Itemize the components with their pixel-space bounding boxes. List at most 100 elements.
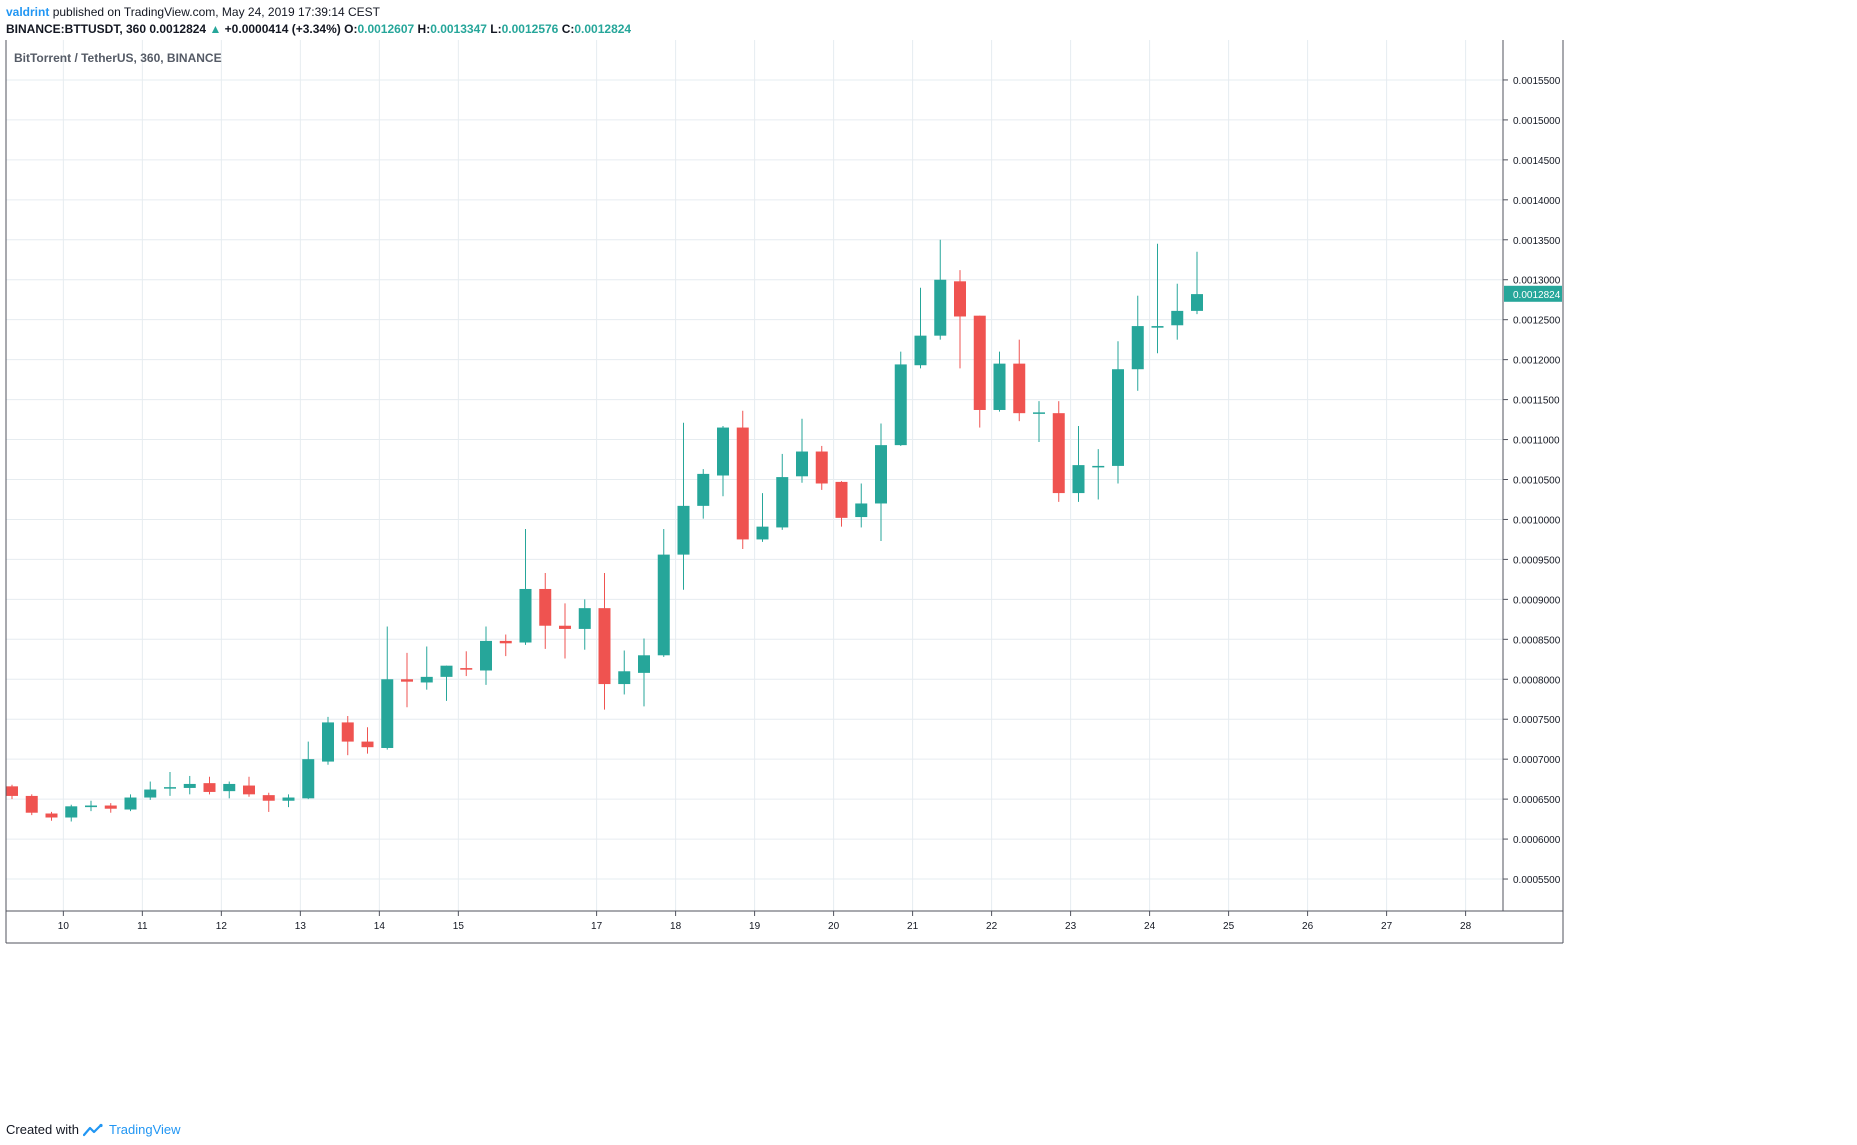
chart-title: BitTorrent / TetherUS, 360, BINANCE [14, 51, 222, 65]
candle-body [677, 505, 690, 555]
candle [6, 784, 18, 800]
candle [144, 781, 157, 800]
candle-body [183, 783, 196, 788]
candle-body [1033, 412, 1045, 414]
candle-body [45, 813, 58, 818]
candle [697, 469, 710, 519]
candle [914, 287, 927, 369]
candle-body [6, 786, 18, 796]
candle [815, 445, 828, 490]
x-tick-label: 20 [828, 921, 840, 932]
y-tick-label: 0.0012500 [1513, 316, 1561, 327]
candle [776, 453, 789, 530]
y-tick-label: 0.0008000 [1513, 675, 1561, 686]
candle-body [262, 795, 275, 801]
candle [1171, 283, 1184, 340]
y-tick-label: 0.0009000 [1513, 595, 1561, 606]
x-tick-label: 25 [1223, 921, 1235, 932]
candle [183, 775, 196, 795]
candle [341, 716, 354, 756]
candle [104, 803, 117, 813]
x-tick-label: 21 [907, 921, 919, 932]
candle-body [341, 722, 354, 742]
candle [736, 410, 749, 550]
grid-lines [6, 40, 1503, 911]
candle-body [559, 625, 571, 629]
candle-body [894, 364, 907, 446]
created-with-label: Created with [6, 1122, 79, 1137]
x-tick-label: 28 [1460, 921, 1472, 932]
candle-body [1131, 326, 1144, 370]
candle-body [717, 427, 729, 476]
candle [480, 626, 492, 685]
candle-body [25, 795, 38, 813]
last-price-value: 0.0012824 [149, 22, 207, 36]
x-tick-label: 10 [58, 921, 70, 932]
candle-body [401, 679, 413, 682]
x-tick-label: 17 [591, 921, 603, 932]
symbol-info-bar: BINANCE:BTTUSDT, 360 0.0012824 ▲ +0.0000… [6, 21, 631, 37]
y-tick-label: 0.0009500 [1513, 555, 1561, 566]
last-price-badge [1504, 285, 1562, 302]
x-tick-label: 13 [295, 921, 307, 932]
candle-body [796, 451, 808, 477]
open-value: 0.0012607 [357, 22, 415, 36]
candle-body [598, 608, 611, 685]
candle [164, 771, 176, 796]
candle-body [519, 588, 532, 643]
candle [302, 741, 315, 800]
x-tick-label: 26 [1302, 921, 1314, 932]
candle-body [578, 608, 591, 629]
high-label: H: [417, 22, 431, 36]
y-tick-label: 0.0010500 [1513, 475, 1561, 486]
y-tick-label: 0.0008500 [1513, 635, 1561, 646]
author-link[interactable]: valdrint [6, 5, 50, 19]
candle [973, 315, 986, 428]
low-label: L: [490, 22, 502, 36]
candle-body [855, 503, 868, 518]
candle-body [1092, 465, 1105, 468]
x-tick-label: 22 [986, 921, 998, 932]
publish-info: valdrint published on TradingView.com, M… [6, 4, 380, 20]
y-tick-label: 0.0015000 [1513, 116, 1561, 127]
candle [578, 599, 591, 650]
candle [420, 646, 433, 690]
candle-body [914, 335, 927, 366]
tradingview-brand[interactable]: TradingView [108, 1122, 181, 1137]
candle-body [638, 655, 650, 673]
candle [934, 239, 947, 340]
candle-body [1112, 369, 1124, 466]
candle [954, 270, 966, 369]
candle [124, 794, 137, 812]
candle [381, 626, 394, 750]
x-tick-label: 14 [374, 921, 386, 932]
candle-body [381, 679, 394, 748]
last-price-label: 0.0012824 [1513, 290, 1561, 301]
candle [638, 638, 650, 707]
candle-body [243, 785, 255, 795]
candle-body [104, 805, 117, 809]
change-arrow-icon: ▲ [209, 22, 222, 36]
candle [796, 418, 808, 483]
y-tick-label: 0.0005500 [1513, 875, 1561, 886]
candlestick-chart[interactable]: 0.0005500 0.0006000 0.0006500 0.0007000 0.00… [0, 40, 1857, 1115]
candle [539, 572, 552, 649]
y-tick-label: 0.0007000 [1513, 755, 1561, 766]
candle [440, 665, 453, 701]
candle [835, 481, 848, 527]
candle-body [223, 783, 236, 792]
symbol-label: BINANCE:BTTUSDT, 360 [6, 22, 147, 36]
x-tick-label: 24 [1144, 921, 1156, 932]
candle [223, 781, 236, 799]
axes: 0.0005500 0.0006000 0.0006500 0.0007000 0.00… [5, 40, 1564, 944]
candle-body [144, 789, 157, 798]
candle-body [973, 315, 986, 410]
candle [519, 529, 532, 645]
y-tick-label: 0.0011500 [1513, 396, 1560, 407]
candles [6, 239, 1203, 822]
candle-body [1191, 294, 1203, 311]
candle-body [539, 588, 552, 626]
x-tick-label: 15 [453, 921, 465, 932]
y-tick-label: 0.0014500 [1513, 156, 1561, 167]
low-value: 0.0012576 [501, 22, 559, 36]
